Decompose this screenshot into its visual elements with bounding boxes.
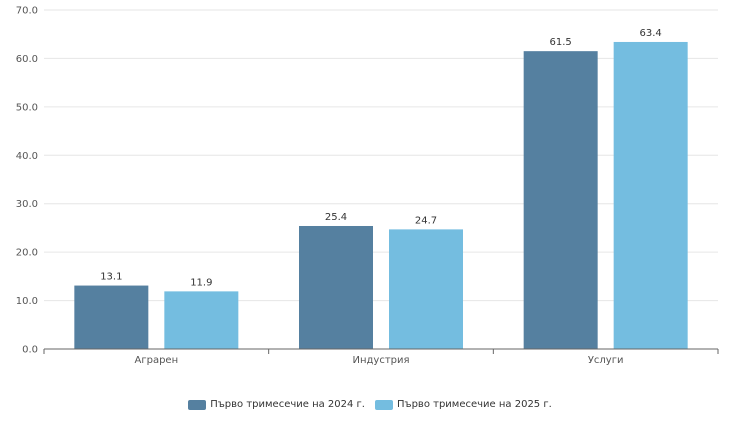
x-tick-label: Аграрен xyxy=(135,355,179,366)
y-tick-label: 60.0 xyxy=(16,54,38,65)
bar xyxy=(164,291,239,349)
legend-swatch-2024 xyxy=(188,399,207,410)
bar xyxy=(613,41,688,349)
y-tick-label: 30.0 xyxy=(16,199,38,210)
y-tick-label: 10.0 xyxy=(16,296,38,307)
data-label: 61.5 xyxy=(550,37,572,48)
legend-label-2024: Първо тримесечие на 2024 г. xyxy=(210,399,365,410)
x-tick-label: Индустрия xyxy=(352,355,409,366)
bar-chart: 0.0 10.0 20.0 30.0 40.0 50.0 60.0 70.0 13.1 11.9 А… xyxy=(16,6,719,366)
legend-item-2024[interactable]: Първо тримесечие на 2024 г. xyxy=(188,399,365,410)
y-tick-label: 50.0 xyxy=(16,102,38,113)
y-tick-label: 20.0 xyxy=(16,248,38,259)
legend: Първо тримесечие на 2024 г. Първо тримес… xyxy=(0,399,740,410)
y-tick-label: 0.0 xyxy=(22,345,38,356)
y-tick-label: 40.0 xyxy=(16,151,38,162)
x-tick-label: Услуги xyxy=(588,355,624,366)
data-label: 63.4 xyxy=(640,28,662,39)
data-label: 13.1 xyxy=(100,272,122,283)
y-tick-label: 70.0 xyxy=(16,6,38,17)
bar xyxy=(389,229,463,349)
data-label: 25.4 xyxy=(325,212,347,223)
data-label: 24.7 xyxy=(415,215,437,226)
legend-label-2025: Първо тримесечие на 2025 г. xyxy=(397,399,552,410)
bar xyxy=(523,51,598,350)
bar xyxy=(74,285,149,349)
data-label: 11.9 xyxy=(190,277,212,288)
legend-item-2025[interactable]: Първо тримесечие на 2025 г. xyxy=(375,399,552,410)
bar xyxy=(299,225,373,349)
legend-swatch-2025 xyxy=(375,399,393,410)
